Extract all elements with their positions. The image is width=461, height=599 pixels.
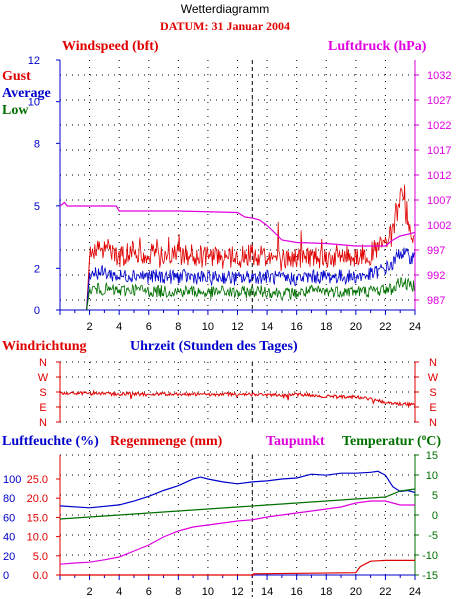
uhrzeit-label: Uhrzeit (Stunden des Tages) bbox=[130, 339, 298, 354]
bottom-hour-tick-label: 12 bbox=[231, 586, 243, 598]
bottom-hour-tick-label: 18 bbox=[320, 586, 332, 598]
luftdruck-tick-label: 1032 bbox=[427, 70, 451, 82]
temperatur-tick-label: 10 bbox=[426, 470, 438, 482]
hour-tick-label: 8 bbox=[175, 321, 181, 333]
regen-tick-label: 20.0 bbox=[27, 493, 48, 505]
windspeed-title: Windspeed (bft) bbox=[62, 39, 159, 54]
luftfeuchte-tick-label: 40 bbox=[3, 532, 15, 544]
luftfeuchte-line bbox=[59, 470, 416, 509]
low-line bbox=[89, 277, 415, 301]
temperatur-label: Temperatur ( bbox=[342, 434, 422, 449]
luftdruck-tick-label: 997 bbox=[427, 245, 445, 257]
legend-average: Average bbox=[2, 86, 51, 101]
luftdruck-line bbox=[59, 201, 416, 247]
direction-label-left: N bbox=[39, 417, 47, 429]
luftdruck-tick-label: 1002 bbox=[427, 220, 451, 232]
data-series bbox=[59, 184, 416, 576]
windspeed-tick-label: 2 bbox=[34, 263, 40, 275]
taupunkt-line bbox=[59, 500, 415, 565]
direction-label-left: N bbox=[39, 357, 47, 369]
average-line bbox=[89, 247, 415, 287]
temperatur-tick-label: -15 bbox=[422, 570, 438, 582]
legend-gust: Gust bbox=[2, 69, 31, 84]
direction-label-left: E bbox=[39, 402, 46, 414]
bottom-hour-tick-label: 10 bbox=[202, 586, 214, 598]
luftfeuchte-tick-label: 0 bbox=[3, 570, 9, 582]
direction-label-right: W bbox=[428, 372, 439, 384]
tick-labels: 9879929971002100710121017102210271032025… bbox=[3, 55, 451, 598]
temperatur-unit: C) bbox=[426, 434, 441, 449]
bottom-hour-tick-label: 4 bbox=[116, 586, 122, 598]
hour-tick-label: 16 bbox=[291, 321, 303, 333]
regenmenge-title: Regenmenge (mm) bbox=[110, 434, 223, 449]
luftdruck-tick-label: 1007 bbox=[427, 195, 451, 207]
hour-tick-label: 2 bbox=[87, 321, 93, 333]
windspeed-tick-label: 5 bbox=[34, 201, 40, 213]
luftfeuchte-title: Luftfeuchte (%) bbox=[2, 434, 99, 449]
luftdruck-title: Luftdruck (hPa) bbox=[328, 39, 427, 54]
hour-tick-label: 18 bbox=[320, 321, 332, 333]
legend-low: Low bbox=[2, 103, 29, 118]
direction-label-right: N bbox=[429, 357, 437, 369]
hour-tick-label: 12 bbox=[231, 321, 243, 333]
bottom-hour-tick-label: 20 bbox=[350, 586, 362, 598]
windspeed-tick-label: 12 bbox=[28, 55, 40, 67]
taupunkt-title: Taupunkt bbox=[266, 434, 325, 449]
windspeed-tick-label: 10 bbox=[28, 97, 40, 109]
temperatur-title: Temperatur (oC) bbox=[342, 432, 441, 449]
luftfeuchte-tick-label: 80 bbox=[3, 493, 15, 505]
hour-tick-label: 10 bbox=[202, 321, 214, 333]
direction-label-right: S bbox=[429, 387, 436, 399]
gust-line bbox=[89, 184, 415, 272]
luftdruck-tick-label: 1022 bbox=[427, 120, 451, 132]
temperatur-tick-label: 0 bbox=[432, 510, 438, 522]
windrichtung-line bbox=[59, 389, 416, 409]
direction-label-right: N bbox=[429, 417, 437, 429]
page-title: Wetterdiagramm bbox=[181, 2, 269, 16]
luftfeuchte-tick-label: 60 bbox=[3, 512, 15, 524]
hour-tick-label: 20 bbox=[350, 321, 362, 333]
windspeed-tick-label: 8 bbox=[34, 138, 40, 150]
degree-symbol: o bbox=[422, 432, 427, 442]
low-start bbox=[86, 289, 91, 311]
bottom-hour-tick-label: 2 bbox=[87, 586, 93, 598]
luftdruck-tick-label: 1017 bbox=[427, 145, 451, 157]
regenmenge-line bbox=[60, 559, 415, 576]
temperatur-tick-label: -10 bbox=[422, 550, 438, 562]
hour-tick-label: 14 bbox=[261, 321, 273, 333]
date-label: DATUM: 31 Januar 2004 bbox=[160, 19, 290, 33]
direction-label-left: W bbox=[38, 372, 49, 384]
direction-label-left: S bbox=[39, 387, 46, 399]
bottom-hour-tick-label: 8 bbox=[175, 586, 181, 598]
temperatur-line bbox=[59, 488, 416, 520]
luftdruck-tick-label: 987 bbox=[427, 295, 445, 307]
regen-tick-label: 25.0 bbox=[27, 474, 48, 486]
hour-tick-label: 22 bbox=[379, 321, 391, 333]
hour-tick-label: 24 bbox=[409, 321, 421, 333]
temperatur-tick-label: 5 bbox=[432, 490, 438, 502]
bottom-hour-tick-label: 22 bbox=[379, 586, 391, 598]
hour-tick-label: 6 bbox=[146, 321, 152, 333]
temperatur-tick-label: 15 bbox=[426, 450, 438, 462]
regen-tick-label: 15.0 bbox=[27, 512, 48, 524]
regen-tick-label: 0.0 bbox=[33, 570, 48, 582]
regen-tick-label: 10.0 bbox=[27, 532, 48, 544]
luftfeuchte-tick-label: 100 bbox=[3, 474, 21, 486]
regen-tick-label: 5.0 bbox=[33, 551, 48, 563]
temperatur-tick-label: -5 bbox=[428, 530, 438, 542]
luftdruck-tick-label: 1027 bbox=[427, 95, 451, 107]
windrichtung-title: Windrichtung bbox=[2, 339, 87, 354]
hour-tick-label: 4 bbox=[116, 321, 122, 333]
grid-lines bbox=[60, 60, 415, 597]
luftdruck-tick-label: 1012 bbox=[427, 170, 451, 182]
direction-label-right: E bbox=[429, 402, 436, 414]
luftdruck-tick-label: 992 bbox=[427, 270, 445, 282]
bottom-hour-tick-label: 24 bbox=[409, 586, 421, 598]
bottom-hour-tick-label: 16 bbox=[291, 586, 303, 598]
luftfeuchte-tick-label: 20 bbox=[3, 551, 15, 563]
bottom-hour-tick-label: 6 bbox=[146, 586, 152, 598]
windspeed-tick-label: 0 bbox=[34, 305, 40, 317]
bottom-hour-tick-label: 14 bbox=[261, 586, 273, 598]
